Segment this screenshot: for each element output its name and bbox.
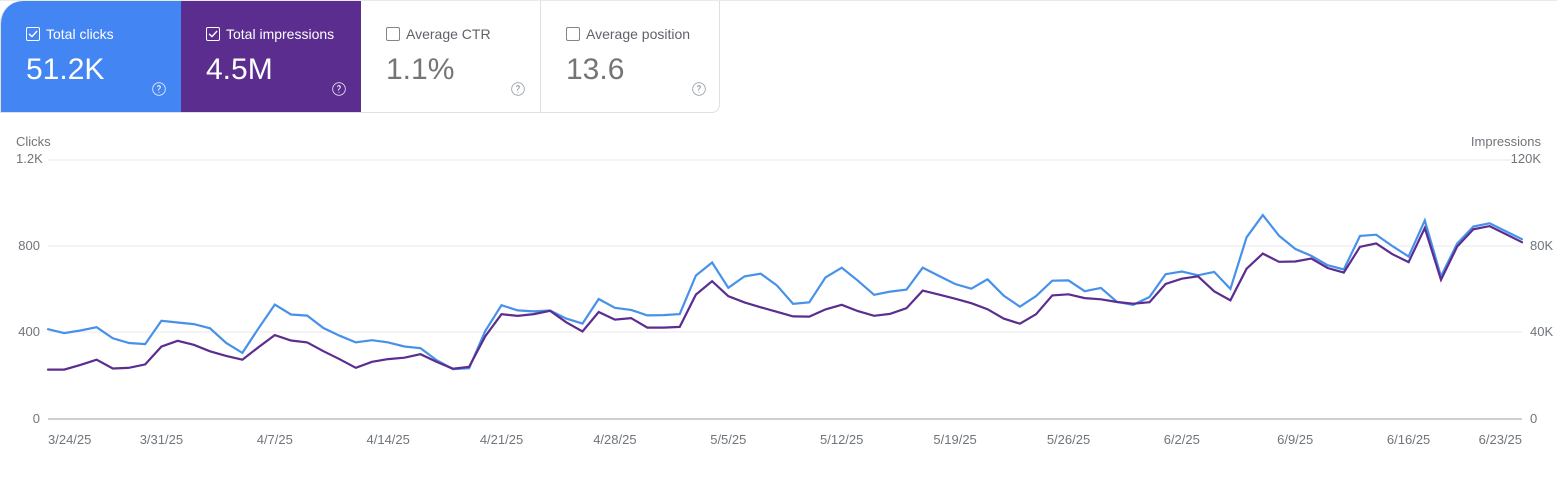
svg-text:0: 0 — [1530, 411, 1537, 426]
svg-text:6/16/25: 6/16/25 — [1387, 432, 1430, 447]
svg-text:6/23/25: 6/23/25 — [1479, 432, 1522, 447]
svg-text:3/24/25: 3/24/25 — [48, 432, 91, 447]
svg-text:4/21/25: 4/21/25 — [480, 432, 523, 447]
svg-text:5/12/25: 5/12/25 — [820, 432, 863, 447]
svg-text:5/19/25: 5/19/25 — [933, 432, 976, 447]
svg-text:40K: 40K — [1530, 324, 1553, 339]
svg-text:5/26/25: 5/26/25 — [1047, 432, 1090, 447]
svg-text:4/7/25: 4/7/25 — [257, 432, 293, 447]
svg-text:400: 400 — [18, 324, 40, 339]
svg-text:3/31/25: 3/31/25 — [140, 432, 183, 447]
svg-text:4/14/25: 4/14/25 — [367, 432, 410, 447]
svg-text:4/28/25: 4/28/25 — [593, 432, 636, 447]
svg-text:800: 800 — [18, 238, 40, 253]
svg-text:6/2/25: 6/2/25 — [1164, 432, 1200, 447]
svg-text:0: 0 — [33, 411, 40, 426]
svg-text:6/9/25: 6/9/25 — [1277, 432, 1313, 447]
svg-text:5/5/25: 5/5/25 — [710, 432, 746, 447]
svg-text:80K: 80K — [1530, 238, 1553, 253]
